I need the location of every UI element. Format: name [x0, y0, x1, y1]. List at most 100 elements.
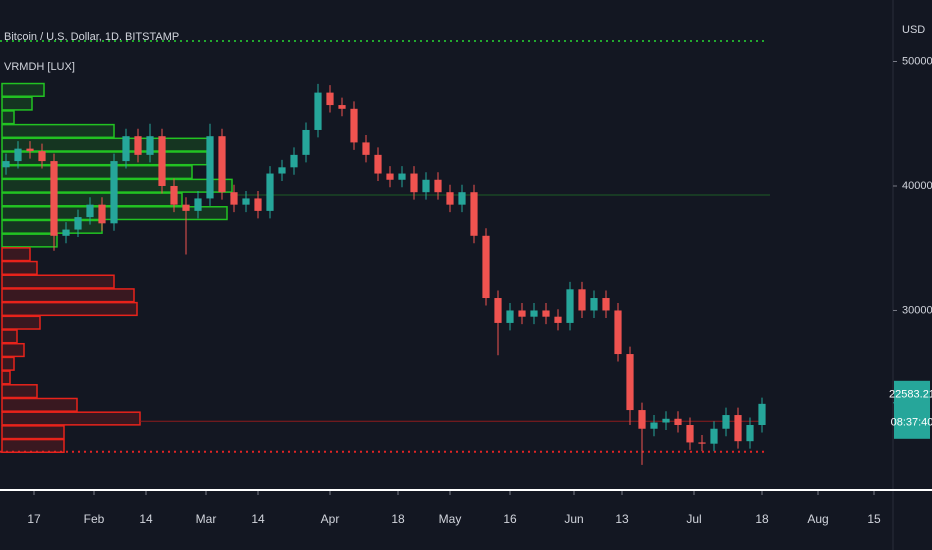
x-tick-label: 13 — [615, 512, 629, 526]
profile-bar — [1, 164, 193, 180]
candle-body — [710, 428, 718, 444]
profile-bar — [1, 315, 41, 330]
y-tick-label: 40000.00 — [902, 180, 932, 192]
profile-bar — [1, 260, 38, 275]
candle-body — [758, 403, 766, 426]
candle-body — [290, 154, 298, 168]
profile-bar — [1, 370, 11, 385]
candle-body — [734, 415, 742, 442]
candle-body — [650, 422, 658, 429]
candle-body — [674, 418, 682, 426]
candle-body — [98, 204, 106, 224]
profile-bar — [1, 411, 141, 426]
candle-body — [494, 298, 502, 323]
candle-body — [146, 136, 154, 155]
candle-body — [302, 129, 310, 155]
profile-bar — [1, 123, 115, 139]
candle-body — [218, 136, 226, 193]
candle-body — [686, 425, 694, 443]
candle-body — [122, 136, 130, 162]
candle-body — [722, 415, 730, 429]
candle-body — [470, 192, 478, 236]
y-axis-label: USD — [902, 24, 925, 36]
candle-body — [242, 198, 250, 205]
profile-bar — [1, 438, 65, 454]
candle-body — [410, 173, 418, 193]
candle-body — [110, 161, 118, 224]
candle-body — [206, 136, 214, 199]
profile-bar — [1, 397, 78, 412]
x-tick-label: Apr — [321, 512, 340, 526]
candle-body — [314, 92, 322, 130]
candle-body — [746, 425, 754, 442]
chart-title: Bitcoin / U.S. Dollar, 1D, BITSTAMP — [4, 31, 179, 43]
x-tick-label: Jul — [686, 512, 701, 526]
candle-body — [50, 161, 58, 236]
profile-bar — [1, 301, 138, 317]
x-tick-label: 18 — [391, 512, 405, 526]
candle-body — [374, 154, 382, 174]
candle-body — [62, 229, 70, 236]
candle-body — [662, 418, 670, 423]
candle-body — [134, 136, 142, 155]
profile-bar — [1, 110, 15, 125]
candle-body — [170, 185, 178, 205]
profile-bar — [1, 425, 65, 440]
candle-body — [74, 217, 82, 230]
candle-body — [602, 298, 610, 311]
candle-body — [578, 289, 586, 311]
candle-body — [638, 410, 646, 429]
profile-bar — [1, 274, 115, 289]
candle-body — [458, 192, 466, 205]
candle-body — [530, 310, 538, 317]
x-tick-label: Jun — [564, 512, 583, 526]
x-tick-label: Feb — [84, 512, 105, 526]
candle-body — [590, 298, 598, 311]
candle-body — [26, 148, 34, 152]
candle-body — [614, 310, 622, 355]
candle-body — [482, 235, 490, 299]
profile-bar — [1, 233, 58, 248]
x-tick-label: May — [439, 512, 462, 526]
profile-bar — [1, 82, 45, 97]
candle-body — [446, 192, 454, 205]
candle-body — [194, 198, 202, 211]
candle-body — [626, 354, 634, 411]
candle-body — [386, 173, 394, 180]
y-tick-label: 30000.00 — [902, 304, 932, 316]
candle-body — [266, 173, 274, 211]
candle-body — [326, 92, 334, 106]
profile-bar — [1, 356, 15, 371]
candle-body — [518, 310, 526, 317]
candle-body — [506, 310, 514, 323]
last-price-label: 22583.21 — [889, 389, 932, 401]
candle-body — [2, 161, 10, 168]
x-tick-label: 17 — [27, 512, 41, 526]
x-tick-label: 16 — [503, 512, 517, 526]
candle-body — [398, 173, 406, 180]
x-tick-label: Mar — [196, 512, 217, 526]
candle-body — [698, 442, 706, 444]
profile-bar — [1, 96, 33, 111]
indicator-label: VRMDH [LUX] — [4, 61, 75, 73]
candle-body — [542, 310, 550, 317]
candle-body — [14, 148, 22, 162]
candle-body — [434, 179, 442, 193]
profile-bar — [1, 247, 31, 262]
candle-body — [86, 204, 94, 218]
countdown-label: 08:37:40 — [891, 417, 932, 429]
candle-body — [230, 192, 238, 205]
candle-body — [158, 136, 166, 186]
profile-bar — [1, 151, 208, 166]
y-tick-label: 50000.00 — [902, 55, 932, 67]
candle-body — [566, 289, 574, 323]
x-tick-label: Aug — [807, 512, 828, 526]
x-tick-label: 15 — [867, 512, 881, 526]
profile-bar — [1, 342, 25, 358]
candle-body — [254, 198, 262, 211]
candle-body — [350, 108, 358, 143]
candle-body — [422, 179, 430, 193]
x-tick-label: 18 — [755, 512, 769, 526]
